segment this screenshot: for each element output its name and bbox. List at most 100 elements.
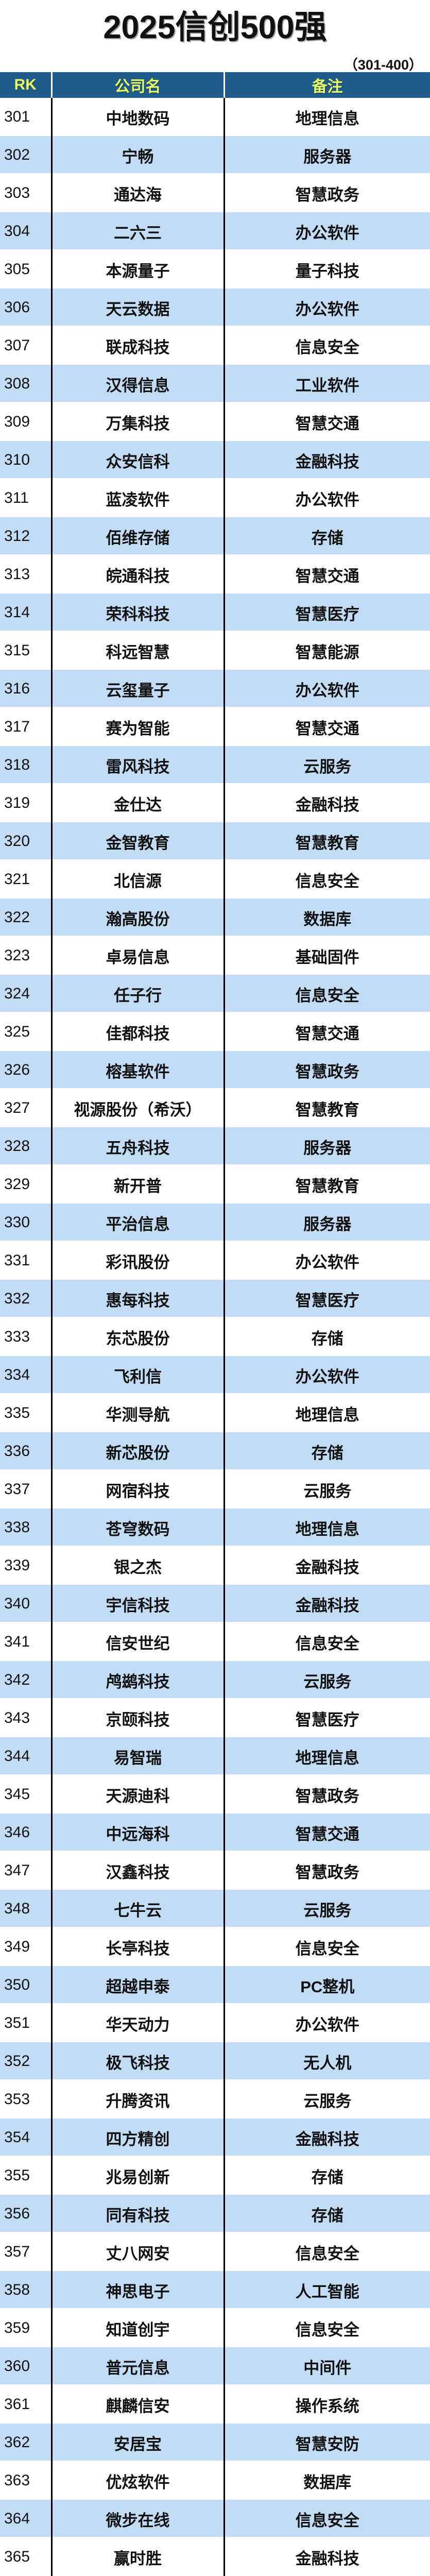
cell-note: 服务器 (224, 136, 430, 174)
cell-company: 二六三 (51, 212, 225, 250)
cell-company: 皖通科技 (51, 555, 225, 594)
cell-rank: 337 (0, 1470, 53, 1509)
cell-note: 地理信息 (224, 1394, 430, 1432)
cell-rank: 348 (0, 1890, 53, 1928)
table-row: 350 超越申泰 PC整机 (0, 1966, 430, 2004)
cell-rank: 362 (0, 2424, 53, 2462)
cell-note: 智慧交通 (224, 403, 430, 441)
table-row: 305 本源量子 量子科技 (0, 250, 430, 289)
table-row: 344 易智瑞 地理信息 (0, 1737, 430, 1775)
table-row: 359 知道创宇 信息安全 (0, 2309, 430, 2347)
cell-company: 众安信科 (51, 441, 225, 479)
ranking-table: RK 公司名 备注 301 中地数码 地理信息 302 宁畅 服务器 303 通达海 智慧政务 3… (0, 72, 430, 2576)
cell-note: 存储 (224, 1432, 430, 1470)
cell-note: 信息安全 (224, 1623, 430, 1661)
cell-company: 易智瑞 (51, 1737, 225, 1775)
cell-rank: 307 (0, 327, 53, 365)
cell-rank: 320 (0, 822, 53, 860)
cell-note: 信息安全 (224, 1928, 430, 1966)
table-row: 303 通达海 智慧政务 (0, 174, 430, 212)
cell-rank: 336 (0, 1432, 53, 1470)
cell-rank: 356 (0, 2195, 53, 2233)
table-row: 320 金智教育 智慧教育 (0, 822, 430, 860)
table-row: 364 微步在线 信息安全 (0, 2500, 430, 2538)
cell-company: 联成科技 (51, 327, 225, 365)
table-row: 333 东芯股份 存储 (0, 1318, 430, 1356)
cell-company: 惠每科技 (51, 1280, 225, 1318)
cell-note: 地理信息 (224, 1509, 430, 1547)
cell-company: 七牛云 (51, 1890, 225, 1928)
cell-rank: 321 (0, 860, 53, 899)
cell-note: 人工智能 (224, 2271, 430, 2309)
cell-rank: 330 (0, 1204, 53, 1242)
table-row: 330 平治信息 服务器 (0, 1204, 430, 1242)
cell-company: 佳都科技 (51, 1013, 225, 1051)
cell-note: 云服务 (224, 2080, 430, 2119)
cell-note: 服务器 (224, 1127, 430, 1165)
cell-company: 天云数据 (51, 289, 225, 327)
table-row: 355 兆易创新 存储 (0, 2157, 430, 2195)
cell-rank: 346 (0, 1814, 53, 1852)
table-row: 336 新芯股份 存储 (0, 1432, 430, 1470)
cell-company: 雷风科技 (51, 746, 225, 784)
cell-rank: 349 (0, 1928, 53, 1966)
cell-rank: 314 (0, 594, 53, 632)
table-row: 325 佳都科技 智慧交通 (0, 1013, 430, 1051)
cell-company: 通达海 (51, 174, 225, 212)
cell-company: 华天动力 (51, 2004, 225, 2042)
table-row: 339 银之杰 金融科技 (0, 1547, 430, 1585)
cell-note: PC整机 (224, 1966, 430, 2004)
cell-company: 科远智慧 (51, 632, 225, 670)
cell-note: 存储 (224, 2195, 430, 2233)
cell-company: 丈八网安 (51, 2233, 225, 2271)
cell-company: 卓易信息 (51, 937, 225, 975)
cell-note: 地理信息 (224, 98, 430, 136)
cell-company: 兆易创新 (51, 2157, 225, 2195)
cell-rank: 345 (0, 1775, 53, 1814)
cell-company: 汉得信息 (51, 365, 225, 403)
table-row: 358 神思电子 人工智能 (0, 2271, 430, 2309)
cell-note: 基础固件 (224, 937, 430, 975)
cell-rank: 340 (0, 1585, 53, 1623)
cell-note: 金融科技 (224, 1547, 430, 1585)
table-row: 301 中地数码 地理信息 (0, 98, 430, 136)
cell-note: 智慧交通 (224, 1814, 430, 1852)
cell-rank: 323 (0, 937, 53, 975)
cell-note: 信息安全 (224, 2309, 430, 2347)
cell-note: 办公软件 (224, 479, 430, 517)
table-row: 309 万集科技 智慧交通 (0, 403, 430, 441)
cell-rank: 364 (0, 2500, 53, 2538)
table-row: 343 京颐科技 智慧医疗 (0, 1699, 430, 1737)
cell-company: 瀚高股份 (51, 899, 225, 937)
cell-note: 信息安全 (224, 2500, 430, 2538)
cell-company: 长亭科技 (51, 1928, 225, 1966)
cell-note: 智慧能源 (224, 632, 430, 670)
cell-note: 智慧教育 (224, 1089, 430, 1127)
table-row: 304 二六三 办公软件 (0, 212, 430, 250)
table-row: 321 北信源 信息安全 (0, 860, 430, 899)
table-row: 331 彩讯股份 办公软件 (0, 1242, 430, 1280)
cell-company: 苍穹数码 (51, 1509, 225, 1547)
table-body: 301 中地数码 地理信息 302 宁畅 服务器 303 通达海 智慧政务 304 二六三 办公软件 3… (0, 98, 430, 2576)
cell-rank: 324 (0, 975, 53, 1013)
table-row: 322 瀚高股份 数据库 (0, 899, 430, 937)
cell-company: 新开普 (51, 1165, 225, 1204)
cell-company: 金智教育 (51, 822, 225, 860)
cell-rank: 309 (0, 403, 53, 441)
table-row: 352 极飞科技 无人机 (0, 2042, 430, 2080)
cell-rank: 353 (0, 2080, 53, 2119)
cell-note: 服务器 (224, 1204, 430, 1242)
table-row: 351 华天动力 办公软件 (0, 2004, 430, 2042)
cell-rank: 331 (0, 1242, 53, 1280)
cell-company: 麒麟信安 (51, 2385, 225, 2424)
cell-rank: 311 (0, 479, 53, 517)
cell-rank: 318 (0, 746, 53, 784)
cell-rank: 302 (0, 136, 53, 174)
cell-rank: 334 (0, 1356, 53, 1394)
rank-range-label: （301-400） (343, 57, 423, 73)
cell-note: 云服务 (224, 1890, 430, 1928)
cell-note: 存储 (224, 2157, 430, 2195)
cell-note: 智慧交通 (224, 708, 430, 746)
table-row: 314 荣科科技 智慧医疗 (0, 594, 430, 632)
table-row: 334 飞利信 办公软件 (0, 1356, 430, 1394)
